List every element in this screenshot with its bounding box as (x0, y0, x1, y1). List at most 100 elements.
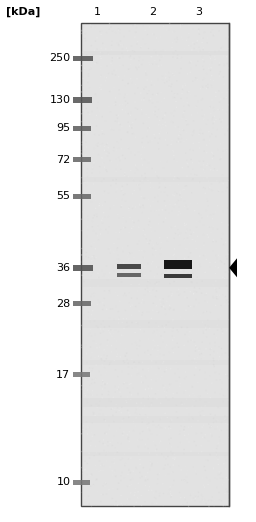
Point (84, 181, 88, 189)
Point (151, 257, 155, 266)
Point (130, 480, 134, 489)
Point (106, 387, 111, 396)
Point (102, 163, 106, 171)
Point (200, 53, 204, 61)
Point (172, 148, 176, 156)
Point (175, 189, 179, 198)
Point (169, 364, 173, 373)
Point (153, 111, 157, 119)
Point (168, 462, 172, 471)
Point (224, 252, 228, 260)
Point (143, 144, 147, 152)
Point (124, 349, 129, 358)
Point (193, 76, 197, 85)
Point (157, 183, 162, 191)
Point (220, 203, 225, 211)
Point (187, 21, 191, 30)
Point (123, 82, 127, 90)
Point (168, 490, 172, 498)
Point (140, 176, 144, 185)
Point (169, 117, 173, 126)
Point (218, 155, 222, 163)
Point (210, 149, 215, 157)
Point (183, 477, 187, 485)
Point (202, 57, 206, 66)
Point (121, 61, 125, 69)
Point (201, 45, 205, 54)
Point (137, 200, 141, 208)
Point (146, 475, 150, 483)
Point (101, 400, 105, 409)
Point (131, 265, 135, 273)
Point (217, 391, 221, 399)
Point (171, 118, 175, 127)
Point (158, 299, 162, 307)
Point (162, 385, 166, 393)
Point (140, 61, 144, 69)
Point (154, 37, 158, 45)
Point (218, 404, 222, 412)
Point (146, 127, 150, 135)
Point (212, 347, 216, 355)
Point (114, 365, 118, 374)
Point (112, 127, 116, 136)
Point (191, 369, 195, 377)
Point (218, 72, 222, 80)
Text: 3: 3 (195, 7, 202, 17)
Point (85, 112, 89, 121)
Point (183, 448, 187, 456)
Point (112, 357, 116, 365)
Point (138, 429, 142, 437)
Point (88, 471, 92, 480)
Point (137, 181, 141, 189)
Point (177, 135, 181, 143)
Point (100, 355, 104, 364)
Point (219, 44, 223, 52)
Point (125, 355, 129, 364)
Point (209, 54, 213, 63)
Point (154, 246, 158, 255)
Point (225, 183, 229, 192)
Point (82, 64, 87, 73)
Point (147, 318, 151, 327)
Point (126, 118, 130, 126)
Point (200, 492, 205, 501)
Point (167, 82, 171, 90)
Point (178, 229, 183, 238)
Point (135, 181, 139, 189)
Point (183, 182, 187, 191)
Point (130, 224, 134, 233)
Point (202, 29, 206, 37)
Point (92, 180, 96, 188)
Point (120, 185, 124, 193)
Point (177, 247, 181, 255)
Point (145, 482, 150, 491)
Point (100, 201, 104, 209)
Point (133, 422, 137, 430)
Point (80, 26, 84, 34)
Point (185, 328, 189, 336)
Point (113, 335, 117, 343)
Point (110, 260, 114, 268)
Point (116, 235, 121, 243)
Point (118, 298, 122, 306)
Point (139, 43, 143, 52)
Point (173, 68, 177, 76)
Point (149, 77, 153, 85)
Point (81, 137, 85, 145)
Point (190, 259, 195, 268)
Point (93, 91, 98, 100)
Point (184, 368, 188, 376)
Point (222, 448, 226, 457)
Point (190, 46, 194, 54)
Bar (117, 264, 141, 269)
Point (141, 83, 145, 91)
Point (116, 139, 120, 147)
Point (121, 247, 125, 256)
Point (151, 394, 155, 402)
Point (203, 291, 207, 299)
Point (203, 369, 207, 377)
Point (89, 23, 93, 31)
Bar (81, 51, 229, 55)
Point (215, 326, 219, 335)
